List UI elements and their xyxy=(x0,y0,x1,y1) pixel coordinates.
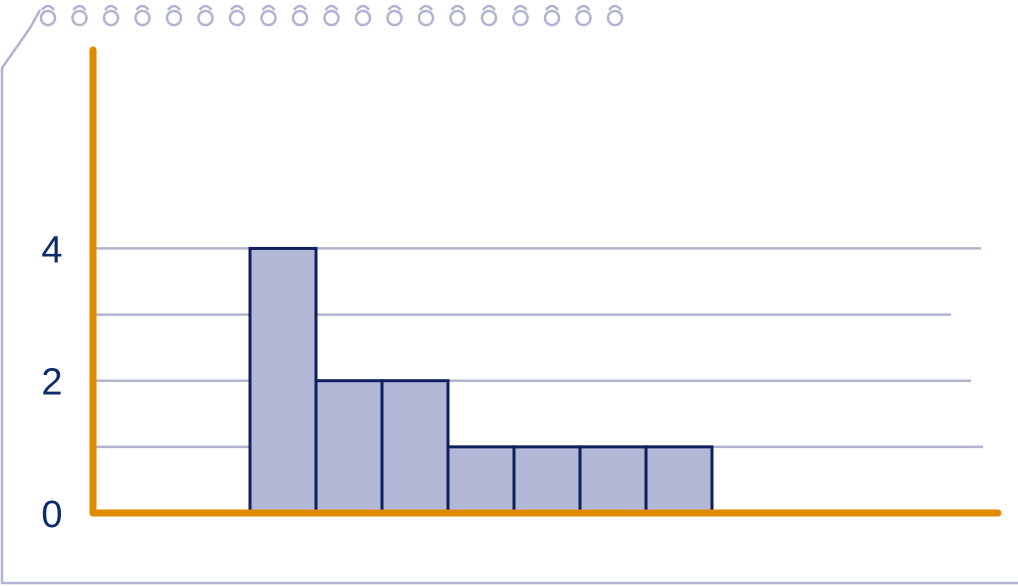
bar xyxy=(446,445,516,515)
bar xyxy=(512,445,582,515)
spiral-edge xyxy=(28,9,42,29)
spiral-wire xyxy=(41,4,55,11)
spiral-ring xyxy=(228,9,246,27)
spiral-wire xyxy=(261,4,276,11)
spiral-ring xyxy=(417,9,435,27)
spiral-ring xyxy=(480,9,498,27)
bar xyxy=(380,379,450,515)
spiral-ring xyxy=(323,9,340,27)
spiral-wire xyxy=(482,4,496,11)
bar xyxy=(314,379,384,515)
spiral-wire xyxy=(576,4,591,11)
spiral-wire xyxy=(356,4,370,11)
spiral-ring xyxy=(449,9,466,27)
y-tick-label: 2 xyxy=(41,362,62,404)
spiral-wire xyxy=(293,4,307,11)
spiral-wire xyxy=(419,4,433,11)
spiral-ring xyxy=(197,9,214,27)
spiral-wire xyxy=(324,4,339,11)
spiral-wire xyxy=(387,4,402,11)
y-tick-label: 0 xyxy=(41,494,62,536)
spiral-wire xyxy=(230,4,244,11)
spiral-ring xyxy=(134,9,151,27)
spiral-wire xyxy=(104,4,118,11)
spiral-wire xyxy=(513,4,528,11)
notepad-frame xyxy=(0,4,1018,585)
y-tick-label: 4 xyxy=(41,229,62,271)
spiral-ring xyxy=(606,9,624,27)
spiral-wire xyxy=(167,4,181,11)
spiral-ring xyxy=(39,9,57,27)
spiral-ring xyxy=(260,9,277,27)
spiral-wire xyxy=(135,4,150,11)
page-border xyxy=(0,27,1018,585)
bar xyxy=(644,445,714,515)
spiral-wire xyxy=(545,4,559,11)
spiral-wire xyxy=(72,4,87,11)
spiral-ring xyxy=(354,9,372,27)
spiral-ring xyxy=(575,9,592,27)
spiral-ring xyxy=(291,9,309,27)
spiral xyxy=(28,4,624,29)
spiral-ring xyxy=(71,9,88,27)
spiral-ring xyxy=(102,9,120,27)
spiral-ring xyxy=(165,9,183,27)
spiral-ring xyxy=(386,9,403,27)
spiral-ring xyxy=(512,9,529,27)
spiral-wire xyxy=(608,4,622,11)
spiral-ring xyxy=(543,9,561,27)
bar xyxy=(578,445,648,515)
spiral-wire xyxy=(450,4,465,11)
spiral-wire xyxy=(198,4,213,11)
bar xyxy=(248,246,318,515)
